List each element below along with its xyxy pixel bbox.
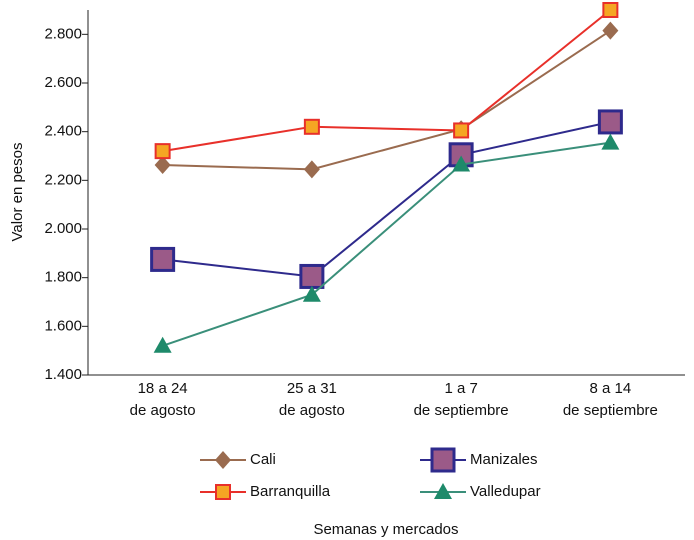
marker bbox=[299, 263, 325, 289]
marker bbox=[302, 285, 321, 302]
marker bbox=[602, 2, 619, 18]
series-line bbox=[162, 29, 611, 171]
y-tick-label: 2.600 bbox=[44, 74, 82, 91]
x-tick-label: 8 a 14 de septiembre bbox=[563, 380, 658, 419]
legend-label: Barranquilla bbox=[250, 483, 331, 500]
x-tick-label: 1 a 7 de septiembre bbox=[414, 380, 509, 419]
legend-marker bbox=[434, 483, 452, 499]
marker bbox=[154, 156, 171, 175]
marker bbox=[601, 133, 620, 150]
legend-label: Manizales bbox=[470, 451, 538, 468]
legend-marker bbox=[215, 484, 231, 500]
legend-marker bbox=[215, 451, 231, 469]
marker bbox=[597, 109, 623, 135]
marker bbox=[452, 155, 471, 172]
y-tick-label: 2.200 bbox=[44, 171, 82, 188]
x-tick-label: 18 a 24 de agosto bbox=[130, 380, 196, 419]
series-line bbox=[162, 141, 611, 347]
y-tick-label: 2.800 bbox=[44, 25, 82, 42]
x-axis-title: Semanas y mercados bbox=[313, 521, 458, 538]
y-tick-label: 1.400 bbox=[44, 366, 82, 383]
series-line bbox=[162, 9, 612, 153]
y-tick-label: 2.000 bbox=[44, 220, 82, 237]
y-tick-label: 1.800 bbox=[44, 269, 82, 286]
y-tick-label: 1.600 bbox=[44, 317, 82, 334]
marker bbox=[453, 122, 470, 139]
legend-label: Valledupar bbox=[470, 483, 541, 500]
marker bbox=[154, 143, 171, 160]
marker bbox=[150, 246, 176, 272]
x-tick-label: 25 a 31 de agosto bbox=[279, 380, 345, 419]
marker bbox=[602, 21, 619, 40]
y-axis-title: Valor en pesos bbox=[9, 143, 26, 242]
marker bbox=[153, 336, 172, 353]
legend-label: Cali bbox=[250, 451, 276, 468]
marker bbox=[303, 118, 320, 135]
y-tick-label: 2.400 bbox=[44, 123, 82, 140]
marker bbox=[303, 160, 320, 179]
legend-marker bbox=[430, 447, 456, 473]
series-line bbox=[162, 120, 611, 278]
